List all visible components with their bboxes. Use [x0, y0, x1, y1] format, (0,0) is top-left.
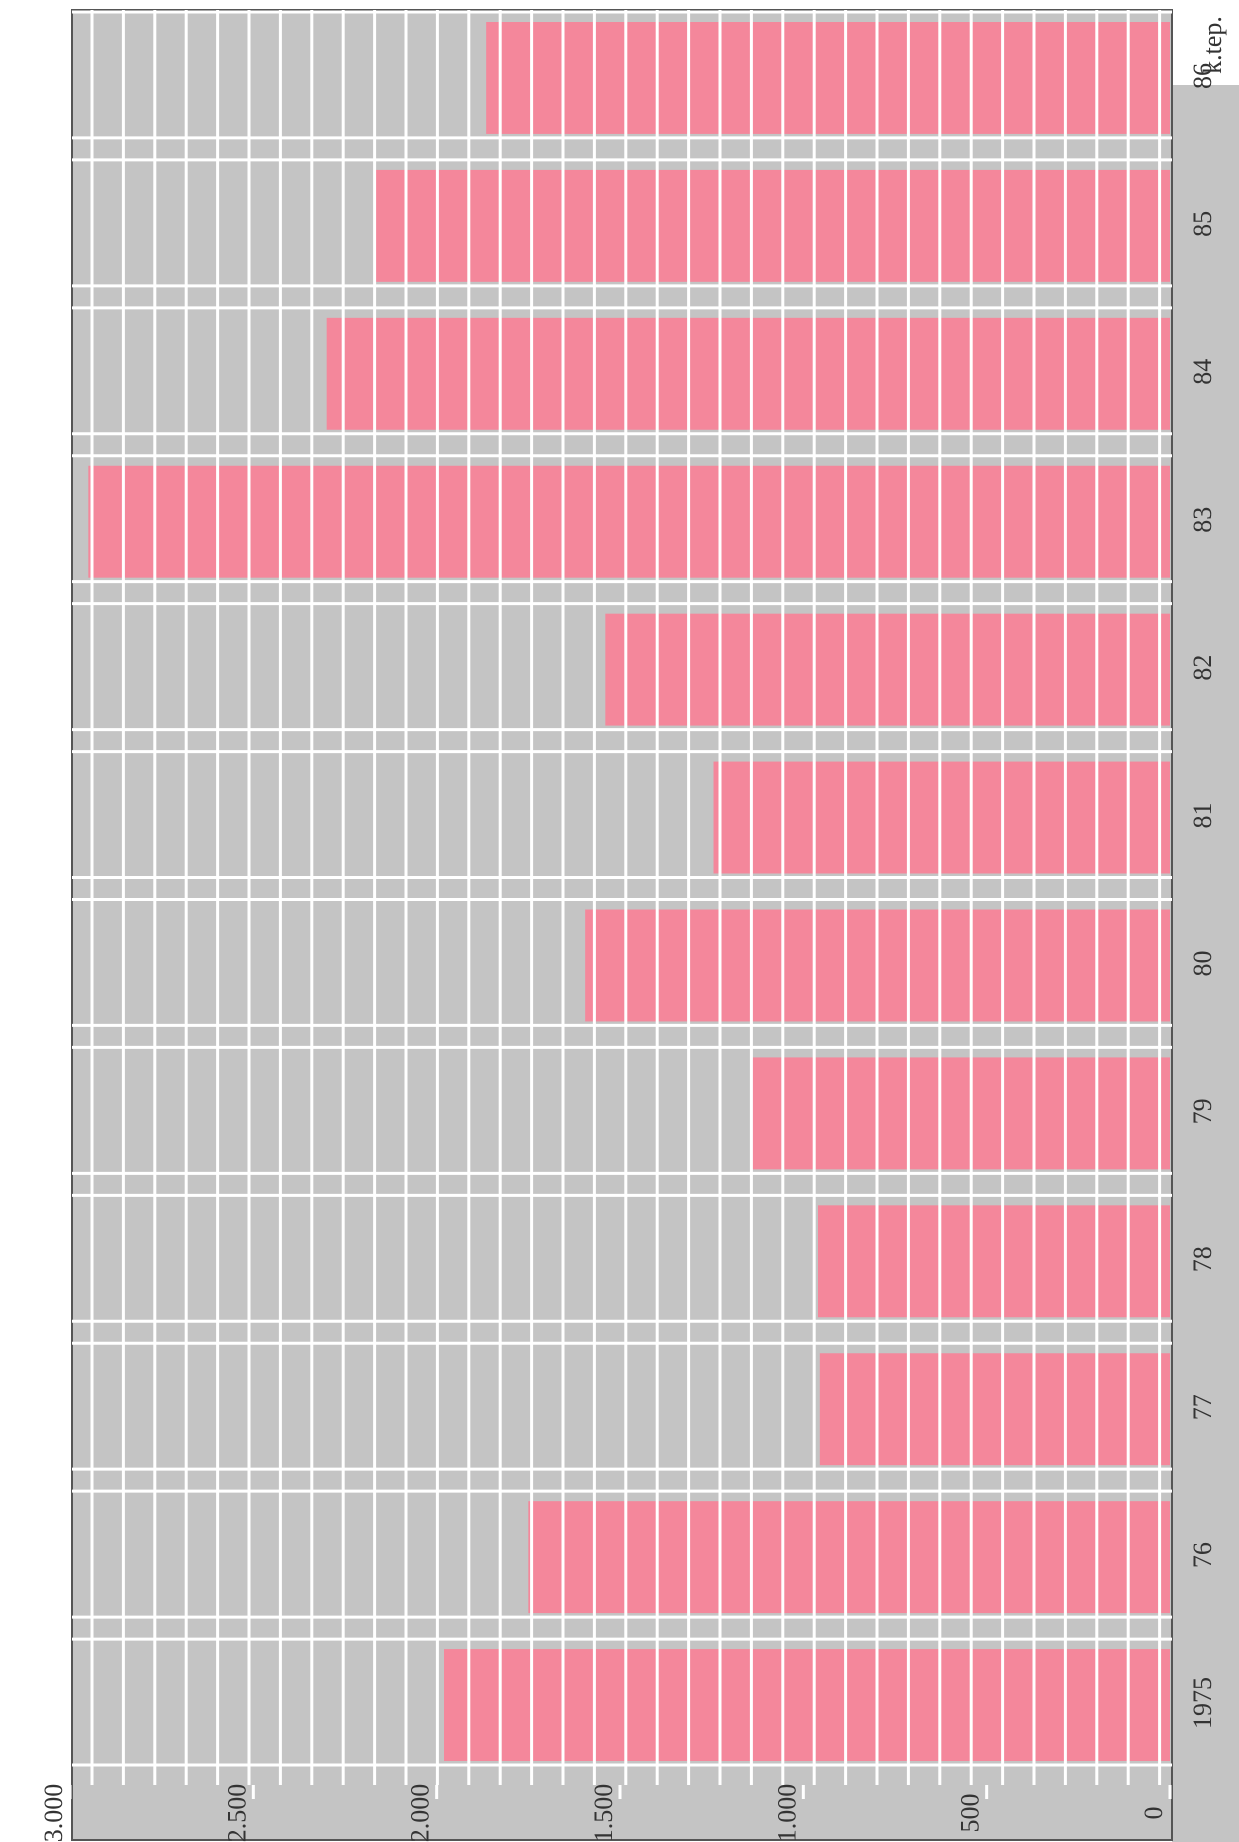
bar — [819, 1353, 1170, 1466]
category-label: 76 — [1188, 1542, 1217, 1568]
category-label: 81 — [1188, 803, 1217, 829]
category-label: 83 — [1188, 507, 1217, 533]
category-label: 85 — [1188, 211, 1217, 237]
category-label: 80 — [1188, 950, 1217, 976]
bar — [750, 1057, 1170, 1170]
bar — [326, 317, 1171, 430]
bar — [818, 1205, 1170, 1318]
x-tick-label: 1.500 — [589, 1784, 618, 1842]
category-label: 82 — [1188, 655, 1217, 681]
bar — [374, 169, 1170, 282]
bar — [444, 1649, 1170, 1761]
frame — [71, 9, 1173, 1841]
category-label: 78 — [1188, 1246, 1217, 1272]
label-strip — [1172, 85, 1239, 1842]
x-tick-label: 3.000 — [39, 1784, 68, 1842]
x-tick-label: 1.000 — [772, 1784, 801, 1842]
bar — [713, 761, 1170, 874]
bar — [605, 613, 1170, 726]
bar — [486, 22, 1171, 134]
x-tick-label: 500 — [956, 1794, 985, 1833]
category-label: 84 — [1188, 359, 1217, 385]
bar — [528, 1501, 1170, 1614]
category-label: 77 — [1188, 1394, 1217, 1420]
category-label: 79 — [1188, 1098, 1217, 1124]
x-tick-label: 2.500 — [222, 1784, 251, 1842]
x-tick-label: 0 — [1139, 1807, 1168, 1820]
category-label: 1975 — [1188, 1677, 1217, 1729]
unit-label: k.tep. — [1198, 16, 1227, 74]
bar — [88, 465, 1170, 578]
category-label: 86 — [1188, 63, 1217, 89]
x-tick-label: 2.000 — [406, 1784, 435, 1842]
